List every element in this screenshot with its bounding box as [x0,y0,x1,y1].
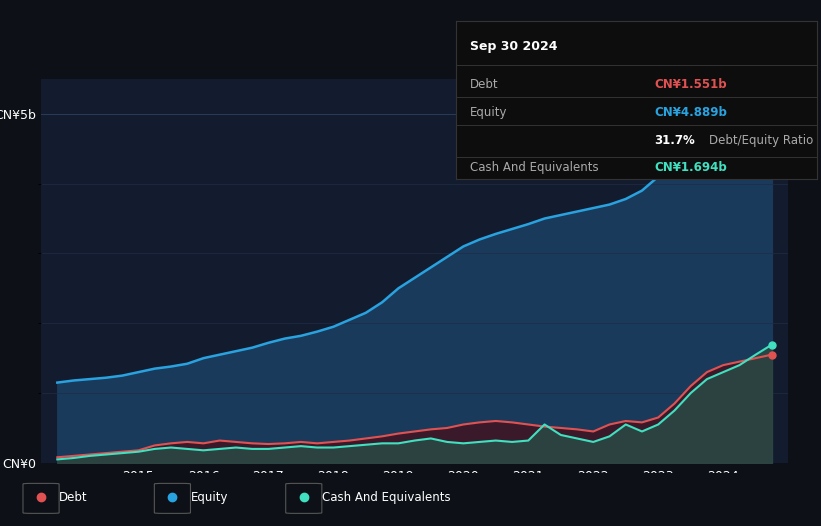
Text: Cash And Equivalents: Cash And Equivalents [470,161,599,174]
Text: 31.7%: 31.7% [654,135,695,147]
Text: Debt/Equity Ratio: Debt/Equity Ratio [709,135,813,147]
Text: Debt: Debt [470,78,498,90]
Text: Debt: Debt [59,491,88,503]
Text: Sep 30 2024: Sep 30 2024 [470,40,557,53]
Text: Equity: Equity [190,491,228,503]
Text: CN¥1.694b: CN¥1.694b [654,161,727,174]
Text: CN¥1.551b: CN¥1.551b [654,78,727,90]
Text: CN¥4.889b: CN¥4.889b [654,106,727,119]
Text: Cash And Equivalents: Cash And Equivalents [322,491,451,503]
Text: Equity: Equity [470,106,507,119]
